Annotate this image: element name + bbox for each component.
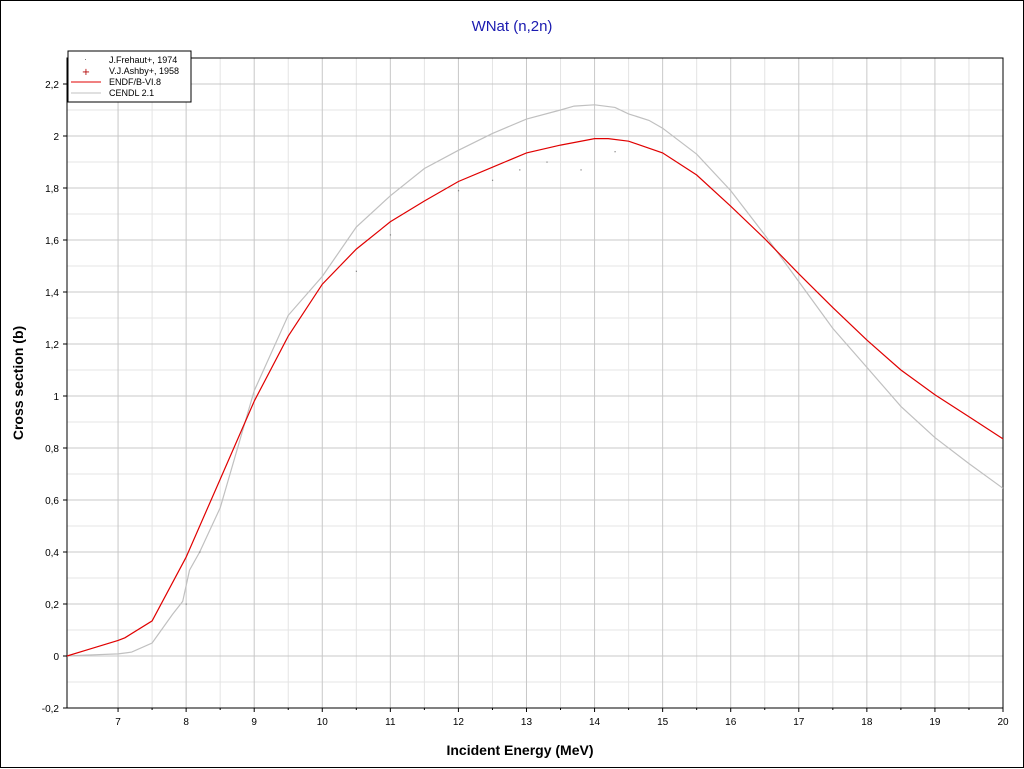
x-tick-label: 18 bbox=[861, 717, 873, 728]
x-tick-label: 7 bbox=[115, 717, 121, 728]
x-axis-label: Incident Energy (MeV) bbox=[446, 742, 593, 758]
legend-item-endf: ENDF/B-VI.8 bbox=[71, 77, 161, 87]
x-tick-label: 8 bbox=[183, 717, 189, 728]
y-tick-label: 0,4 bbox=[45, 548, 59, 559]
y-tick-label: 1,6 bbox=[45, 236, 59, 247]
grid bbox=[67, 58, 1004, 709]
legend-label: V.J.Ashby+, 1958 bbox=[109, 66, 179, 76]
series-line-cendl-2-1 bbox=[66, 104, 1004, 657]
legend-item-ashby: + V.J.Ashby+, 1958 bbox=[82, 66, 179, 78]
y-tick-label: 2 bbox=[53, 132, 59, 143]
x-tick-label: 20 bbox=[997, 717, 1009, 728]
legend-item-frehaut: J.Frehaut+, 1974 bbox=[85, 55, 177, 65]
plot-area bbox=[66, 57, 1004, 709]
y-tick-label: 1 bbox=[53, 392, 59, 403]
axis-ticks: 7 8 9 10 11 12 13 14 15 16 17 18 19 20-0,200,20,40,60… bbox=[42, 80, 1009, 728]
x-tick-label: 12 bbox=[453, 717, 465, 728]
legend-label: J.Frehaut+, 1974 bbox=[109, 55, 177, 65]
x-tick-label: 17 bbox=[793, 717, 805, 728]
data-point-j-frehaut-1974 bbox=[389, 234, 392, 236]
y-tick-label: 0,2 bbox=[45, 600, 59, 611]
legend-label: CENDL 2.1 bbox=[109, 88, 154, 98]
y-tick-label: 1,2 bbox=[45, 340, 59, 351]
x-tick-label: 16 bbox=[725, 717, 737, 728]
x-tick-label: 15 bbox=[657, 717, 669, 728]
chart-title: WNat (n,2n) bbox=[472, 18, 553, 35]
legend-label: ENDF/B-VI.8 bbox=[109, 77, 161, 87]
data-point-j-frehaut-1974 bbox=[491, 179, 494, 181]
legend-marker-dot bbox=[85, 59, 86, 60]
data-point-j-frehaut-1974 bbox=[614, 151, 616, 153]
y-tick-label: 0,6 bbox=[45, 496, 59, 507]
y-tick-label: 0 bbox=[53, 652, 59, 663]
data-point-j-frehaut-1974 bbox=[580, 169, 582, 171]
series-line-endf-b-vi-8 bbox=[66, 138, 1004, 657]
data-point-j-frehaut-1974 bbox=[355, 270, 358, 272]
y-axis-label: Cross section (b) bbox=[10, 326, 26, 440]
data-point-j-frehaut-1974 bbox=[199, 551, 201, 553]
data-point-j-frehaut-1974 bbox=[185, 603, 187, 605]
data-point-j-frehaut-1974 bbox=[519, 169, 521, 171]
data-point-j-frehaut-1974 bbox=[457, 190, 460, 192]
y-tick-label: 2,2 bbox=[45, 80, 59, 91]
series-layer bbox=[66, 104, 1004, 657]
x-tick-label: 11 bbox=[385, 717, 396, 728]
x-tick-label: 10 bbox=[317, 717, 329, 728]
y-tick-label: 1,4 bbox=[45, 288, 59, 299]
data-point-j-frehaut-1974 bbox=[546, 161, 548, 163]
x-tick-label: 19 bbox=[929, 717, 941, 728]
legend-item-cendl: CENDL 2.1 bbox=[71, 88, 154, 98]
x-tick-label: 14 bbox=[589, 717, 601, 728]
x-tick-label: 13 bbox=[521, 717, 533, 728]
y-tick-label: 0,8 bbox=[45, 444, 59, 455]
legend: J.Frehaut+, 1974 + V.J.Ashby+, 1958 ENDF… bbox=[67, 50, 192, 103]
y-tick-label: 1,8 bbox=[45, 184, 59, 195]
y-tick-label: -0,2 bbox=[42, 704, 60, 715]
x-tick-label: 9 bbox=[251, 717, 257, 728]
legend-marker-plus: + bbox=[82, 67, 90, 78]
